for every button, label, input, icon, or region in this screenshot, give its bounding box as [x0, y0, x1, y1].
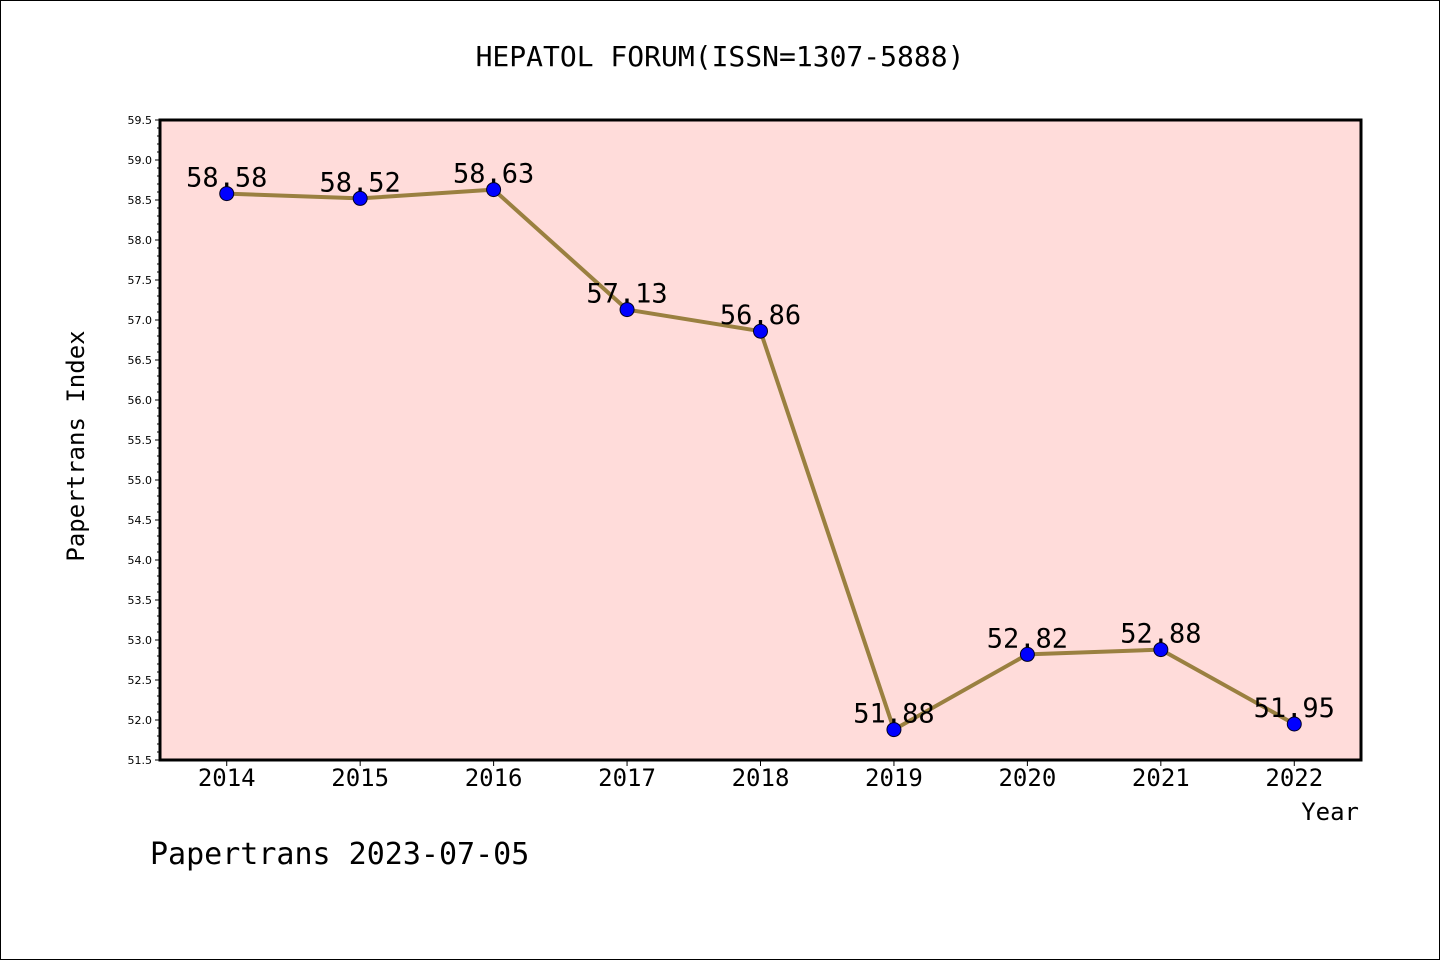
data-point	[219, 186, 235, 202]
y-tick-label: 54.0	[128, 554, 153, 567]
y-tick-label: 51.5	[128, 754, 153, 767]
y-tick-label: 54.5	[128, 514, 153, 527]
y-tick-label: 57.5	[128, 274, 153, 287]
x-axis: 2014 2015 2016 2017 2018 2019 2020 2021 2022	[198, 760, 1323, 792]
data-label: 52.82	[987, 623, 1068, 654]
data-labels: 58.58 58.52 58.63 57.13 56.86 51.88 52.82 52.88…	[186, 159, 1335, 730]
data-point	[619, 302, 635, 318]
data-label: 51.95	[1254, 693, 1335, 724]
y-tick-label: 55.0	[128, 474, 153, 487]
y-tick-label: 52.5	[128, 674, 153, 687]
chart-title: HEPATOL FORUM(ISSN=1307-5888)	[476, 40, 965, 73]
x-tick-label: 2016	[465, 764, 523, 792]
x-tick-label: 2021	[1132, 764, 1190, 792]
data-label: 58.52	[320, 167, 401, 198]
x-tick-label: 2020	[998, 764, 1056, 792]
data-label: 58.63	[453, 159, 534, 190]
footer-text: Papertrans 2023-07-05	[150, 837, 529, 872]
data-label: 52.88	[1120, 619, 1201, 650]
x-axis-label: Year	[1301, 798, 1359, 826]
data-point	[486, 182, 502, 198]
data-label: 51.88	[853, 699, 934, 730]
data-point	[753, 323, 768, 339]
data-label: 57.13	[586, 279, 667, 310]
y-tick-label: 53.5	[128, 594, 153, 607]
y-tick-label: 56.0	[128, 394, 153, 407]
data-point	[1286, 716, 1302, 732]
y-tick-label: 55.5	[128, 434, 153, 447]
y-axis-label: Papertrans Index	[62, 330, 90, 561]
x-tick-label: 2018	[732, 764, 790, 792]
y-tick-label: 53.0	[128, 634, 153, 647]
y-tick-label: 56.5	[128, 354, 153, 367]
plot-area	[158, 118, 1363, 762]
x-tick-label: 2019	[865, 764, 923, 792]
data-point	[886, 722, 902, 738]
data-point	[1153, 642, 1169, 658]
x-tick-label: 2015	[331, 764, 389, 792]
y-tick-label: 52.0	[128, 714, 153, 727]
data-label: 56.86	[720, 300, 801, 331]
y-tick-label: 59.5	[128, 114, 153, 127]
x-tick-label: 2017	[598, 764, 656, 792]
data-point	[1019, 646, 1035, 662]
x-tick-label: 2022	[1265, 764, 1323, 792]
y-tick-label: 58.5	[128, 194, 153, 207]
y-tick-label: 57.0	[128, 314, 153, 327]
data-point	[352, 190, 368, 206]
y-tick-label: 58.0	[128, 234, 153, 247]
x-tick-label: 2014	[198, 764, 256, 792]
y-tick-label: 59.0	[128, 154, 153, 167]
data-label: 58.58	[186, 163, 267, 194]
y-axis: 51.5 52.0 52.5 53.0 53.5 54.0 54.5 55.0 55.5 56.0…	[128, 114, 160, 767]
series-line-group	[219, 182, 1302, 738]
